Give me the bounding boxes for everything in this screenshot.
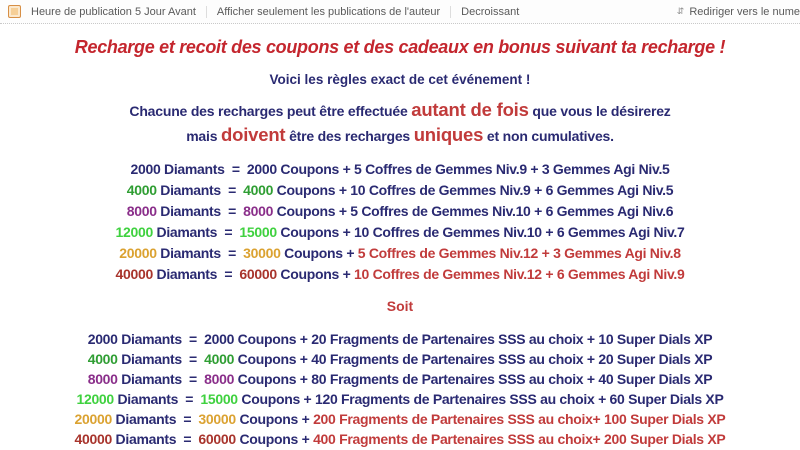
- text-segment: 120 Fragments de Partenaires SSS au choi…: [315, 391, 724, 407]
- reward-line: 40000 Diamants = 60000 Coupons + 10 Coff…: [0, 264, 800, 285]
- text-segment: 5 Coffres de Gemmes Niv.9 + 3 Gemmes Agi…: [354, 161, 670, 177]
- event-rules-paragraph: Chacune des recharges peut être effectué…: [0, 98, 800, 148]
- reward-line: 2000 Diamants = 2000 Coupons + 5 Coffres…: [0, 159, 800, 180]
- rules-line-1: Chacune des recharges peut être effectué…: [0, 98, 800, 123]
- text-segment: Coupons +: [276, 266, 355, 282]
- text-segment: 10 Coffres de Gemmes Niv.9 + 6 Gemmes Ag…: [350, 182, 674, 198]
- text-segment: Coupons +: [234, 371, 312, 387]
- jump-to-post-icon: ⇵: [676, 6, 685, 16]
- text-segment: 30000: [198, 411, 236, 427]
- forum-post-toolbar: Heure de publication 5 Jour Avant Affich…: [0, 0, 800, 24]
- text-segment: 4000: [126, 182, 157, 198]
- text-segment: 200 Fragments de Partenaires SSS au choi…: [313, 411, 726, 427]
- text-segment: Diamants =: [160, 161, 247, 177]
- text-segment: et non cumulatives.: [483, 128, 614, 144]
- text-segment: Coupons +: [234, 331, 312, 347]
- text-segment: 10 Coffres de Gemmes Niv.10 + 6 Gemmes A…: [354, 224, 685, 240]
- soit-label: Soit: [386, 298, 414, 314]
- recharge-rewards-list-fragments: 2000 Diamants = 2000 Coupons + 20 Fragme…: [0, 329, 800, 449]
- text-segment: 5 Coffres de Gemmes Niv.10 + 6 Gemmes Ag…: [350, 203, 674, 219]
- filter-author-posts-only[interactable]: Afficher seulement les publications de l…: [205, 5, 450, 18]
- rules-line-2: mais doivent être des recharges uniques …: [0, 123, 800, 148]
- sort-by-publication-time[interactable]: Heure de publication 5 Jour Avant: [31, 5, 196, 18]
- text-segment: uniques: [413, 124, 484, 145]
- text-segment: Diamants =: [156, 245, 244, 261]
- text-segment: Coupons +: [273, 203, 351, 219]
- text-segment: 8000: [243, 203, 274, 219]
- text-segment: être des recharges: [285, 128, 414, 144]
- reward-line: 40000 Diamants = 60000 Coupons + 400 Fra…: [0, 429, 800, 449]
- text-segment: mais: [186, 128, 221, 144]
- text-segment: 4000: [243, 182, 274, 198]
- text-segment: 40000: [115, 266, 154, 282]
- text-segment: 80 Fragments de Partenaires SSS au choix…: [311, 371, 713, 387]
- reward-line: 20000 Diamants = 30000 Coupons + 5 Coffr…: [0, 243, 800, 264]
- text-segment: Coupons +: [280, 245, 358, 261]
- text-segment: Diamants =: [117, 351, 205, 367]
- text-segment: 5 Coffres de Gemmes Niv.12 + 3 Gemmes Ag…: [357, 245, 681, 261]
- text-segment: 20000: [119, 245, 157, 261]
- text-segment: 4000: [204, 351, 235, 367]
- text-segment: que vous le désirerez: [528, 103, 671, 119]
- text-segment: doivent: [221, 124, 286, 145]
- reward-line: 4000 Diamants = 4000 Coupons + 10 Coffre…: [0, 180, 800, 201]
- text-segment: 15000: [200, 391, 238, 407]
- text-segment: 400 Fragments de Partenaires SSS au choi…: [313, 431, 726, 447]
- reward-line: 2000 Diamants = 2000 Coupons + 20 Fragme…: [0, 329, 800, 349]
- text-segment: Coupons +: [235, 411, 314, 427]
- text-segment: Diamants =: [117, 331, 205, 347]
- reward-line: 12000 Diamants = 15000 Coupons + 10 Coff…: [0, 222, 800, 243]
- publication-time-icon: [8, 5, 21, 18]
- text-segment: Coupons +: [234, 351, 312, 367]
- text-segment: Coupons +: [273, 182, 351, 198]
- text-segment: Diamants =: [111, 411, 199, 427]
- text-segment: 20 Fragments de Partenaires SSS au choix…: [311, 331, 713, 347]
- text-segment: 40 Fragments de Partenaires SSS au choix…: [311, 351, 713, 367]
- reward-line: 20000 Diamants = 30000 Coupons + 200 Fra…: [0, 409, 800, 429]
- text-segment: Diamants =: [152, 224, 240, 240]
- text-segment: 12000: [115, 224, 154, 240]
- text-segment: Diamants =: [156, 203, 244, 219]
- text-segment: 8000: [204, 371, 235, 387]
- recharge-rewards-list-gemmes: 2000 Diamants = 2000 Coupons + 5 Coffres…: [0, 159, 800, 285]
- text-segment: 40000: [74, 431, 113, 447]
- text-segment: 20000: [74, 411, 113, 427]
- event-subtitle: Voici les règles exact de cet événement …: [269, 72, 531, 87]
- text-segment: Coupons +: [237, 391, 315, 407]
- jump-to-post-label: Rediriger vers le nume: [689, 5, 800, 18]
- text-segment: Diamants =: [156, 182, 244, 198]
- reward-line: 8000 Diamants = 8000 Coupons + 5 Coffres…: [0, 201, 800, 222]
- text-segment: Coupons +: [235, 431, 314, 447]
- text-segment: Diamants =: [111, 431, 199, 447]
- text-segment: Diamants =: [152, 266, 240, 282]
- text-segment: 60000: [198, 431, 236, 447]
- post-body: Recharge et recoit des coupons et des ca…: [0, 37, 800, 449]
- text-segment: 8000: [87, 371, 118, 387]
- text-segment: 15000: [239, 224, 277, 240]
- text-segment: Coupons +: [276, 224, 355, 240]
- text-segment: 4000: [87, 351, 118, 367]
- sort-order-descending[interactable]: Decroissant: [450, 5, 529, 18]
- text-segment: 2000: [87, 331, 118, 347]
- reward-line: 12000 Diamants = 15000 Coupons + 120 Fra…: [0, 389, 800, 409]
- jump-to-post-control[interactable]: ⇵ Rediriger vers le nume: [677, 0, 800, 23]
- text-segment: 8000: [126, 203, 157, 219]
- text-segment: Chacune des recharges peut être effectué…: [129, 103, 412, 119]
- reward-line: 4000 Diamants = 4000 Coupons + 40 Fragme…: [0, 349, 800, 369]
- event-title: Recharge et recoit des coupons et des ca…: [74, 37, 726, 57]
- text-segment: 2000: [246, 161, 277, 177]
- text-segment: Diamants =: [113, 391, 201, 407]
- text-segment: 10 Coffres de Gemmes Niv.12 + 6 Gemmes A…: [354, 266, 685, 282]
- text-segment: Diamants =: [117, 371, 205, 387]
- reward-line: 8000 Diamants = 8000 Coupons + 80 Fragme…: [0, 369, 800, 389]
- text-segment: 30000: [243, 245, 281, 261]
- text-segment: Coupons +: [276, 161, 355, 177]
- text-segment: autant de fois: [411, 99, 529, 120]
- text-segment: 2000: [130, 161, 161, 177]
- text-segment: 60000: [239, 266, 277, 282]
- text-segment: 12000: [76, 391, 114, 407]
- text-segment: 2000: [204, 331, 235, 347]
